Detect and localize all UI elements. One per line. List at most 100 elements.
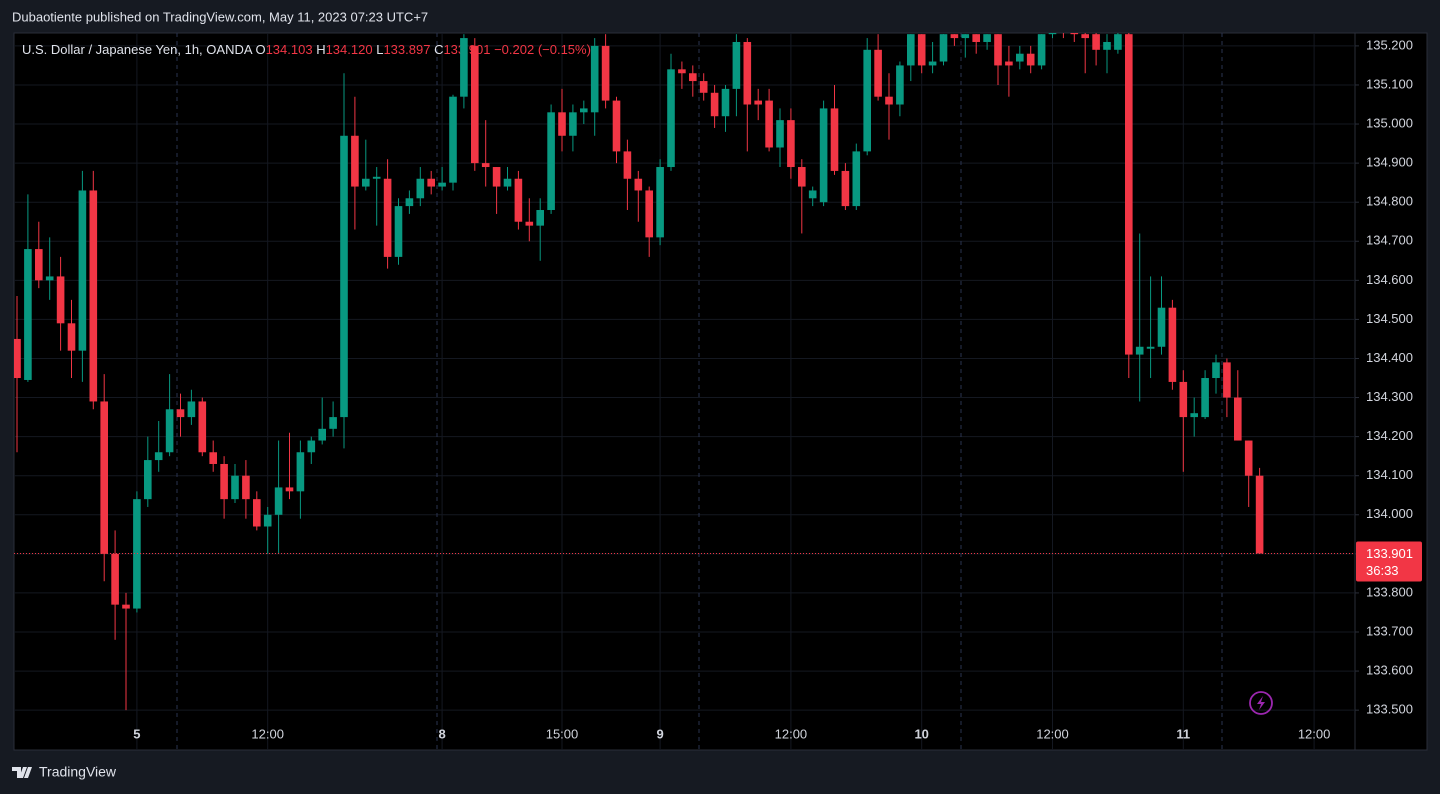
candle-body — [689, 73, 697, 82]
candle-body — [1255, 475, 1264, 554]
published-note: Dubaotiente published on TradingView.com… — [12, 9, 428, 24]
y-tick-label: 134.600 — [1366, 272, 1413, 287]
x-tick-label: 15:00 — [546, 726, 579, 741]
candle-body — [863, 49, 871, 152]
candle-body — [634, 178, 643, 191]
candle-body — [808, 190, 817, 199]
candle-body — [874, 49, 882, 97]
x-tick-label: 12:00 — [251, 726, 284, 741]
last-price-label: 133.901 — [1366, 546, 1413, 561]
last-price-tag — [1356, 541, 1422, 582]
y-tick-label: 134.400 — [1366, 350, 1413, 365]
footer-brand: TradingView — [39, 764, 117, 780]
y-tick-label: 133.600 — [1366, 663, 1413, 678]
candle-body — [819, 108, 828, 203]
y-tick-label: 133.800 — [1366, 584, 1413, 599]
candle-body — [78, 190, 87, 351]
candle-body — [939, 34, 948, 62]
candle-body — [612, 100, 621, 152]
candle-body — [1026, 53, 1035, 66]
candle-body — [165, 409, 174, 453]
candle-body — [1092, 34, 1100, 50]
candle-body — [994, 34, 1002, 66]
x-tick-label: 5 — [133, 726, 140, 741]
candle-body — [285, 487, 294, 492]
candle-body — [471, 45, 479, 164]
candle-body — [1114, 34, 1122, 50]
x-tick-label: 12:00 — [775, 726, 808, 741]
x-tick-label: 11 — [1176, 726, 1190, 741]
candle-body — [1146, 346, 1155, 349]
candle-body — [928, 61, 937, 66]
candle-body — [394, 206, 403, 257]
y-tick-label: 134.300 — [1366, 389, 1413, 404]
candle-body — [885, 96, 893, 105]
candle-body — [525, 221, 534, 226]
x-tick-label: 12:00 — [1036, 726, 1069, 741]
x-tick-label: 8 — [438, 726, 445, 741]
candle-body — [983, 34, 991, 42]
candle-body — [1037, 34, 1046, 66]
candle-body — [362, 178, 370, 187]
legend-line: U.S. Dollar / Japanese Yen, 1h, OANDA O 1… — [22, 42, 591, 57]
candle-body — [754, 100, 762, 105]
legend-key: O — [255, 42, 265, 57]
candle-body — [514, 178, 523, 222]
candle-body — [558, 112, 566, 136]
candle-body — [231, 475, 239, 500]
legend-key: C — [434, 42, 443, 57]
candle-body — [1234, 397, 1242, 441]
y-tick-label: 133.700 — [1366, 623, 1413, 638]
candle-body — [416, 178, 425, 199]
y-tick-label: 134.800 — [1366, 194, 1413, 209]
candle-body — [1016, 53, 1024, 62]
candle-body — [263, 514, 272, 527]
candle-body — [1212, 362, 1220, 379]
x-tick-label: 10 — [914, 726, 928, 741]
candle-body — [961, 34, 970, 39]
candle-body — [656, 167, 664, 238]
candle-body — [89, 190, 98, 402]
y-tick-label: 134.700 — [1366, 233, 1413, 248]
candle-body — [67, 323, 76, 351]
y-tick-label: 134.900 — [1366, 155, 1413, 170]
y-tick-label: 134.500 — [1366, 311, 1413, 326]
candle-body — [732, 41, 741, 89]
candle-body — [1125, 34, 1133, 355]
countdown-label: 36:33 — [1366, 563, 1399, 578]
legend-key: H — [316, 42, 325, 57]
candle-body — [1081, 34, 1089, 39]
candle-body — [405, 198, 414, 207]
candle-body — [667, 69, 675, 168]
y-tick-label: 134.100 — [1366, 467, 1413, 482]
candle-body — [1005, 61, 1013, 66]
candle-body — [242, 475, 250, 500]
candle-body — [176, 409, 185, 418]
candle-body — [133, 499, 141, 609]
candle-body — [1135, 346, 1144, 355]
candle-body — [307, 440, 316, 453]
candle-body — [590, 45, 599, 113]
candle-body — [1244, 440, 1253, 476]
symbol: U.S. Dollar / Japanese Yen, 1h, OANDA — [22, 42, 253, 57]
candle-body — [503, 178, 512, 187]
candle-body — [798, 167, 806, 187]
candle-body — [1190, 413, 1198, 418]
lightning-icon — [1249, 691, 1273, 715]
candle-body — [253, 499, 261, 527]
candle-body — [438, 182, 446, 187]
candle-body — [710, 92, 719, 117]
candle-body — [776, 120, 784, 148]
legend-value: 133.897 — [383, 42, 430, 57]
candle-body — [547, 112, 555, 211]
candle-body — [296, 452, 305, 492]
y-tick-label: 135.000 — [1366, 115, 1413, 130]
candle-body — [329, 417, 337, 429]
y-tick-label: 135.100 — [1366, 76, 1413, 91]
candle-body — [144, 460, 152, 500]
candle-body — [1060, 26, 1068, 30]
y-tick-label: 135.200 — [1366, 37, 1413, 52]
y-tick-label: 134.000 — [1366, 506, 1413, 521]
candle-body — [111, 553, 119, 605]
